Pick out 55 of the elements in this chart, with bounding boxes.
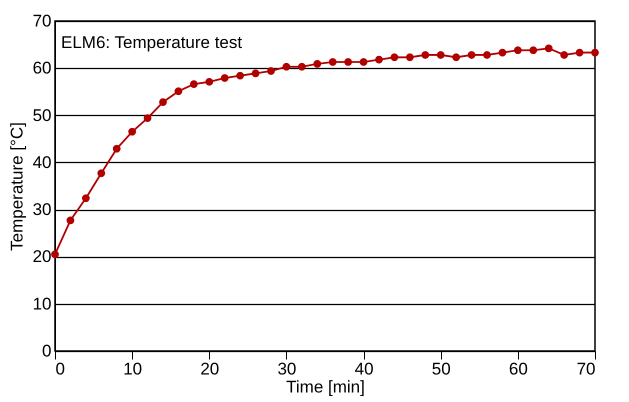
x-tick-label: 0 bbox=[56, 360, 65, 378]
point bbox=[282, 62, 290, 71]
point bbox=[220, 74, 229, 82]
x-tick-label: 20 bbox=[200, 360, 220, 378]
y-tick-label: 0 bbox=[42, 342, 52, 360]
point bbox=[360, 58, 368, 66]
point bbox=[406, 53, 414, 62]
point bbox=[236, 72, 244, 80]
y-tick-label: 40 bbox=[32, 152, 52, 172]
point bbox=[97, 169, 106, 178]
point bbox=[128, 128, 136, 136]
point bbox=[267, 67, 275, 75]
point bbox=[82, 194, 90, 202]
x-tick-label: 60 bbox=[508, 360, 528, 378]
point bbox=[436, 51, 445, 59]
point bbox=[66, 216, 74, 224]
point bbox=[159, 98, 167, 106]
point bbox=[174, 87, 182, 96]
x-axis-title: Time [min] bbox=[286, 378, 365, 396]
y-tick-label: 60 bbox=[32, 58, 52, 78]
text: ELM6: Temperature test bbox=[61, 33, 242, 52]
point bbox=[51, 250, 59, 258]
y-tick-label: 50 bbox=[32, 106, 52, 125]
point bbox=[452, 53, 460, 62]
y-tick-label: 70 bbox=[32, 12, 52, 30]
y-tick-label: 30 bbox=[32, 200, 52, 220]
point bbox=[344, 58, 352, 66]
point bbox=[498, 48, 506, 56]
point bbox=[576, 48, 584, 56]
point bbox=[514, 46, 522, 54]
point bbox=[591, 48, 599, 56]
x-tick-label: 70 bbox=[576, 360, 596, 378]
x-tick-label: 10 bbox=[123, 360, 142, 378]
point bbox=[190, 80, 198, 88]
point bbox=[205, 78, 214, 86]
point bbox=[560, 51, 568, 59]
x-tick-label: 40 bbox=[354, 360, 374, 378]
x-tick-label: 50 bbox=[432, 360, 451, 378]
point bbox=[468, 51, 476, 59]
point bbox=[144, 114, 152, 122]
point bbox=[328, 58, 337, 66]
point bbox=[112, 144, 121, 153]
point bbox=[298, 62, 306, 71]
y-tick-label: 10 bbox=[32, 294, 52, 314]
point bbox=[544, 44, 553, 52]
point bbox=[390, 53, 398, 62]
y-axis-title: Temperature [°C] bbox=[8, 122, 27, 251]
x-tick-label: 30 bbox=[277, 360, 296, 378]
point bbox=[529, 46, 538, 54]
point bbox=[375, 56, 383, 64]
point bbox=[313, 60, 322, 68]
y-tick-label: 20 bbox=[32, 247, 52, 266]
point bbox=[421, 51, 430, 59]
point bbox=[483, 51, 491, 59]
point bbox=[252, 69, 260, 78]
